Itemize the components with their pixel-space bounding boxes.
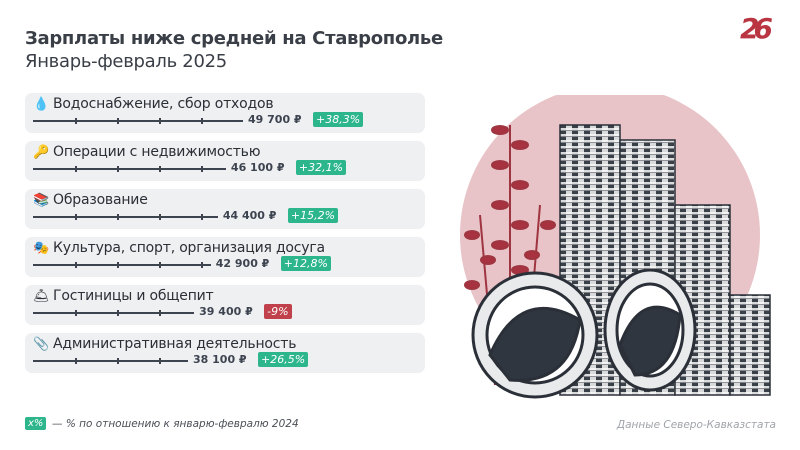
- change-badge: +12,8%: [280, 256, 331, 271]
- bar: [33, 214, 218, 220]
- bar-tick: [201, 166, 203, 172]
- category-text: Операции с недвижимостью: [53, 144, 261, 160]
- bar-tick: [75, 358, 77, 364]
- category-label: 💧 Водоснабжение, сбор отходов: [33, 96, 274, 112]
- change-badge: +15,2%: [287, 208, 339, 223]
- bar-tick: [117, 358, 119, 364]
- paperclip-icon: 📎: [33, 337, 49, 352]
- page-subtitle: Январь-февраль 2025: [25, 51, 227, 72]
- bar-tick: [117, 310, 119, 316]
- bar-tick: [117, 166, 119, 172]
- value-label: 46 100 ₽: [230, 161, 285, 174]
- bar-tick: [75, 262, 77, 268]
- bar-tick: [159, 118, 161, 124]
- bar-row: 🔑 Операции с недвижимостью 46 100 ₽ +32,1…: [25, 141, 425, 181]
- key-icon: 🔑: [33, 145, 49, 160]
- bar-tick: [159, 214, 161, 220]
- category-text: Образование: [53, 192, 148, 208]
- bar-tick: [201, 214, 203, 220]
- theater-masks-icon: 🎭: [33, 241, 49, 256]
- bar: [33, 262, 211, 268]
- bar-tick: [75, 214, 77, 220]
- change-badge: -9%: [264, 304, 292, 319]
- bar-tick: [159, 358, 161, 364]
- bar-row: 🎭 Культура, спорт, организация досуга 42 …: [25, 237, 425, 277]
- value-label: 44 400 ₽: [222, 209, 277, 222]
- bar-tick: [117, 118, 119, 124]
- category-label: 🛎 Гостиницы и общепит: [33, 288, 214, 304]
- books-icon: 📚: [33, 193, 49, 208]
- category-text: Водоснабжение, сбор отходов: [53, 96, 274, 112]
- bar-tick: [159, 166, 161, 172]
- page-title: Зарплаты ниже средней на Ставрополье: [25, 28, 443, 49]
- droplet-icon: 💧: [33, 97, 49, 112]
- bar-row: 💧 Водоснабжение, сбор отходов 49 700 ₽ +3…: [25, 93, 425, 133]
- value-label: 42 900 ₽: [215, 257, 270, 270]
- bar: [33, 310, 195, 316]
- category-text: Административная деятельность: [53, 336, 297, 352]
- bar-tick: [75, 166, 77, 172]
- change-badge: +38,3%: [313, 112, 364, 127]
- category-label: 🎭 Культура, спорт, организация досуга: [33, 240, 325, 256]
- bar-tick: [75, 118, 77, 124]
- large-coins: [471, 268, 697, 399]
- bar-tick: [75, 310, 77, 316]
- change-badge: +26,5%: [258, 352, 309, 367]
- bar-row: 🛎 Гостиницы и общепит 39 400 ₽ -9%: [25, 285, 425, 325]
- category-label: 📎 Административная деятельность: [33, 336, 297, 352]
- change-badge: +32,1%: [295, 160, 347, 175]
- logo: 26: [740, 12, 773, 45]
- category-text: Гостиницы и общепит: [53, 288, 214, 304]
- category-label: 🔑 Операции с недвижимостью: [33, 144, 261, 160]
- legend-note: — % по отношению к январю-февралю 2024: [52, 418, 299, 430]
- value-label: 38 100 ₽: [193, 353, 247, 366]
- value-label: 49 700 ₽: [248, 113, 302, 126]
- service-bell-icon: 🛎: [33, 289, 50, 304]
- bar-tick: [117, 214, 119, 220]
- bar: [33, 358, 188, 364]
- bar-tick: [159, 310, 161, 316]
- bar-tick: [159, 262, 161, 268]
- bar-tick: [201, 262, 203, 268]
- value-label: 39 400 ₽: [199, 305, 253, 318]
- coins-illustration: [440, 95, 780, 405]
- legend-badge: x%: [25, 417, 47, 430]
- bar-row: 📚 Образование 44 400 ₽ +15,2%: [25, 189, 425, 229]
- bar-tick: [201, 118, 203, 124]
- bar-row: 📎 Административная деятельность 38 100 ₽ …: [25, 333, 425, 373]
- category-text: Культура, спорт, организация досуга: [53, 240, 325, 256]
- category-label: 📚 Образование: [33, 192, 148, 208]
- bar: [33, 166, 226, 172]
- bar-tick: [117, 262, 119, 268]
- bar: [33, 118, 243, 124]
- source-note: Данные Северо-Кавказстата: [616, 419, 776, 431]
